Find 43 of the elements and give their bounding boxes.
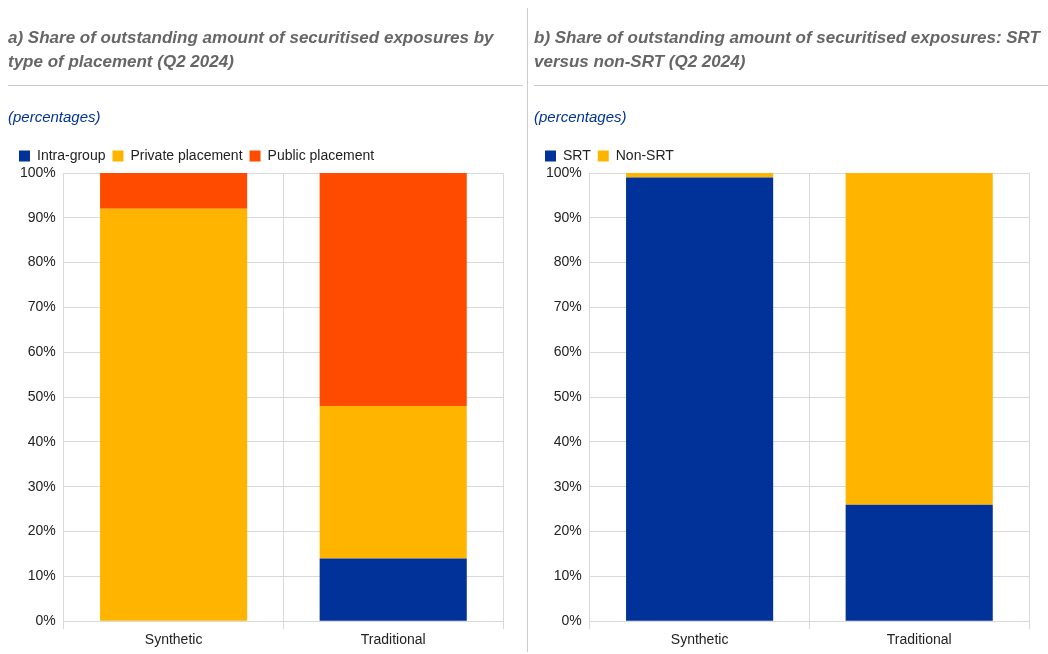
legend-label: Non-SRT xyxy=(615,146,675,163)
y-tick-label: 20% xyxy=(553,522,582,539)
y-tick-label: 10% xyxy=(553,567,582,584)
y-tick-label: 70% xyxy=(553,298,582,315)
y-tick-label: 0% xyxy=(35,612,56,629)
y-tick-label: 90% xyxy=(27,208,56,225)
bar xyxy=(100,173,248,209)
chart-title: b) Share of outstanding amount of securitised exposures: SRT versus non-SRT (Q2 2024) xyxy=(534,8,1048,86)
y-tick-label: 40% xyxy=(27,432,56,449)
legend-label: Intra-group xyxy=(37,146,106,163)
y-tick-label: 10% xyxy=(27,567,56,584)
chart-title: a) Share of outstanding amount of securitised exposures by type of placement (Q2 2024) xyxy=(8,8,523,86)
bar xyxy=(319,406,467,559)
y-tick-label: 60% xyxy=(553,343,582,360)
x-tick-label: Traditional xyxy=(886,631,952,648)
x-tick-label: Traditional xyxy=(360,631,426,648)
chart-subtitle: (percentages) xyxy=(8,107,102,127)
chart-subtitle: (percentages) xyxy=(534,107,628,127)
legend-label: Public placement xyxy=(267,146,375,163)
y-tick-label: 30% xyxy=(27,477,56,494)
y-tick-label: 70% xyxy=(27,298,56,315)
x-tick-label: Synthetic xyxy=(144,631,203,648)
bar xyxy=(100,208,248,621)
y-tick-label: 0% xyxy=(561,612,582,629)
y-tick-label: 80% xyxy=(553,253,582,270)
y-tick-label: 50% xyxy=(27,387,56,404)
y-tick-label: 20% xyxy=(27,522,56,539)
y-tick-label: 50% xyxy=(553,387,582,404)
y-tick-label: 100% xyxy=(545,163,582,180)
bar xyxy=(845,173,993,505)
y-tick-label: 80% xyxy=(27,253,56,270)
legend-label: SRT xyxy=(563,146,592,163)
bar xyxy=(319,173,467,407)
y-tick-label: 90% xyxy=(553,208,582,225)
y-tick-label: 60% xyxy=(27,343,56,360)
y-tick-label: 30% xyxy=(553,477,582,494)
legend-label: Private placement xyxy=(130,146,243,163)
y-tick-label: 100% xyxy=(19,163,56,180)
bar xyxy=(626,177,774,621)
bar xyxy=(845,504,993,621)
y-tick-label: 40% xyxy=(553,432,582,449)
bar xyxy=(319,558,467,621)
x-tick-label: Synthetic xyxy=(670,631,729,648)
